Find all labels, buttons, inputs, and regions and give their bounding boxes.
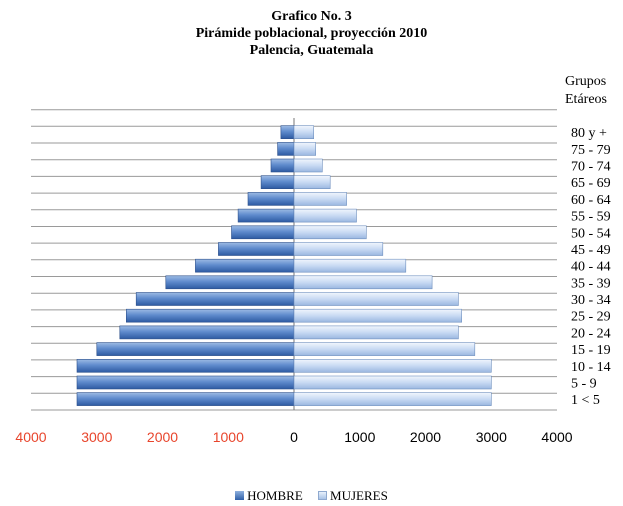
category-label-15-19: 15 - 19	[571, 343, 611, 358]
bar-mujeres-55-59	[293, 208, 357, 223]
bar-mujeres-20-24	[293, 325, 459, 340]
bar-mujeres-70-74	[293, 158, 323, 173]
bar-hombre-65-69	[260, 175, 295, 189]
bar-hombre-25-29	[126, 308, 295, 323]
chart-title-line-2: Pirámide poblacional, proyección 2010	[195, 26, 428, 41]
bar-hombre-50-54	[231, 225, 295, 240]
bar-mujeres-35-39	[293, 275, 433, 290]
bar-mujeres-80-y	[293, 125, 315, 139]
bar-hombre-15-19	[96, 342, 295, 356]
bar-mujeres-60-64	[293, 192, 347, 206]
axis-title-line-2: Etáreos	[565, 92, 607, 107]
category-label-55-59: 55 - 59	[571, 210, 611, 225]
bar-hombre-10-14	[76, 358, 295, 373]
bar-hombre-35-39	[165, 275, 295, 290]
x-tick-label: 2000	[410, 429, 441, 445]
x-tick-label: 4000	[15, 429, 46, 445]
legend-item-hombre: HOMBRE	[235, 488, 303, 504]
category-label-10-14: 10 - 14	[571, 360, 611, 375]
bar-mujeres-5-9	[293, 375, 492, 390]
x-tick-label: 2000	[147, 429, 178, 445]
bar-hombre-1-5	[76, 392, 295, 406]
bar-hombre-75-79	[277, 142, 295, 156]
x-tick-label: 0	[290, 429, 298, 445]
chart-legend: HOMBRE MUJERES	[0, 488, 623, 504]
bar-mujeres-25-29	[293, 308, 462, 323]
bar-mujeres-65-69	[293, 175, 331, 189]
bar-hombre-5-9	[76, 375, 295, 390]
chart-title-line-1: Grafico No. 3	[271, 9, 352, 24]
bar-hombre-55-59	[237, 208, 295, 223]
legend-item-mujeres: MUJERES	[318, 488, 388, 504]
legend-swatch-hombre	[235, 491, 245, 500]
bar-hombre-60-64	[247, 192, 295, 206]
bar-mujeres-10-14	[293, 358, 492, 373]
x-tick-label: 1000	[213, 429, 244, 445]
category-label-60-64: 60 - 64	[571, 193, 611, 208]
bar-hombre-70-74	[270, 158, 295, 173]
bar-hombre-80-y	[280, 125, 295, 139]
category-label-70-74: 70 - 74	[571, 160, 611, 175]
axis-title-line-1: Grupos	[565, 74, 607, 89]
category-label-80-y: 80 y +	[571, 126, 607, 141]
bar-mujeres-15-19	[293, 342, 476, 356]
x-tick-label: 3000	[81, 429, 112, 445]
category-label-20-24: 20 - 24	[571, 326, 611, 341]
chart-title-line-3: Palencia, Guatemala	[249, 43, 374, 58]
bar-mujeres-50-54	[293, 225, 367, 240]
category-label-75-79: 75 - 79	[571, 143, 611, 158]
category-label-25-29: 25 - 29	[571, 310, 611, 325]
category-label-1-5: 1 < 5	[571, 393, 600, 408]
x-tick-label: 3000	[476, 429, 507, 445]
legend-label-hombre: HOMBRE	[247, 488, 303, 503]
bar-hombre-20-24	[119, 325, 295, 340]
legend-swatch-mujeres	[318, 491, 328, 500]
x-tick-label: 1000	[344, 429, 375, 445]
bar-mujeres-30-34	[293, 292, 459, 306]
bar-hombre-40-44	[195, 258, 295, 273]
category-label-40-44: 40 - 44	[571, 260, 611, 275]
bar-hombre-30-34	[135, 292, 295, 306]
category-label-30-34: 30 - 34	[571, 293, 611, 308]
category-label-65-69: 65 - 69	[571, 176, 611, 191]
category-label-45-49: 45 - 49	[571, 243, 611, 258]
x-tick-label: 4000	[541, 429, 572, 445]
category-label-5-9: 5 - 9	[571, 377, 597, 392]
legend-label-mujeres: MUJERES	[330, 488, 388, 503]
bar-mujeres-40-44	[293, 258, 407, 273]
bar-mujeres-75-79	[293, 142, 317, 156]
bar-hombre-45-49	[218, 242, 295, 256]
category-label-50-54: 50 - 54	[571, 226, 611, 241]
bar-mujeres-45-49	[293, 242, 384, 256]
category-label-35-39: 35 - 39	[571, 276, 611, 291]
bar-mujeres-1-5	[293, 392, 492, 406]
